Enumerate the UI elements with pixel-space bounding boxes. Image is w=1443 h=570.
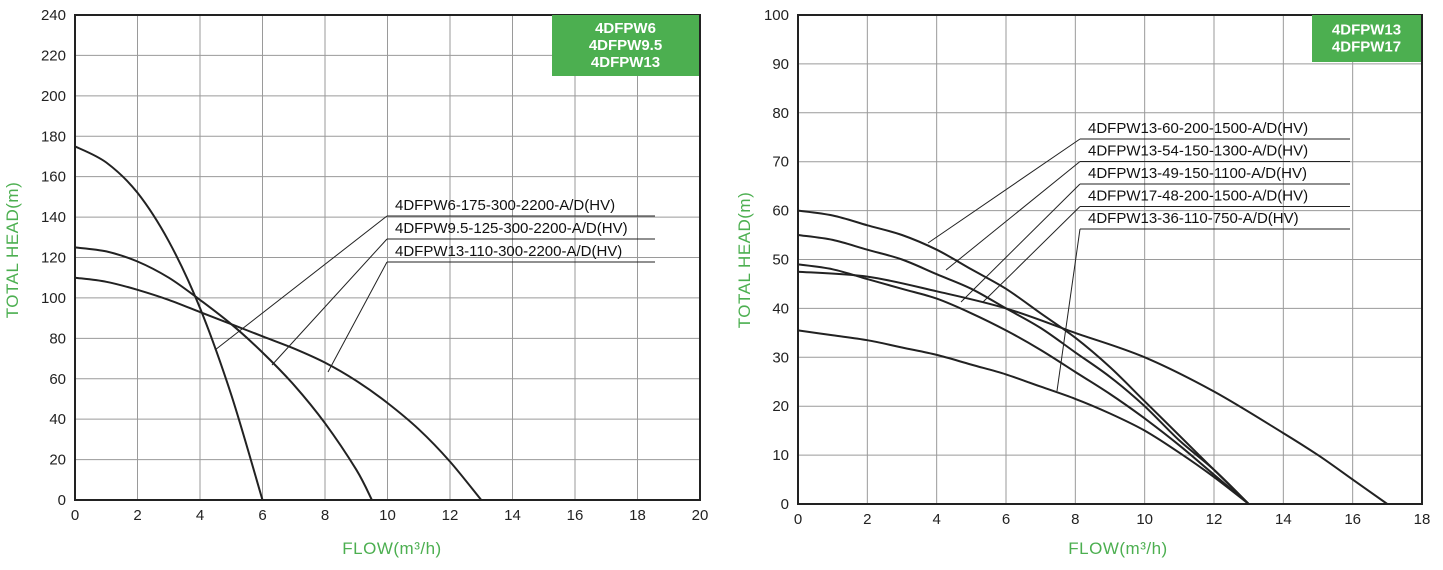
y-tick-label: 40 (49, 411, 66, 428)
y-tick-label: 200 (41, 88, 66, 105)
chart-right: 0 2 4 6 8 10 12 14 16 18 0 10 20 30 40 50 60 70 80 90 100 FLO… (735, 7, 1430, 558)
x-tick-label: 10 (1136, 511, 1153, 528)
x-tick-label: 2 (133, 507, 141, 524)
y-tick-label: 180 (41, 128, 66, 145)
leader-line (982, 206, 1081, 303)
leader-line (327, 261, 388, 373)
y-tick-label: 20 (772, 398, 789, 415)
x-tick-label: 12 (1206, 511, 1223, 528)
x-axis-title: FLOW(m³/h) (1068, 539, 1167, 558)
y-tick-label: 100 (764, 7, 789, 24)
series-line (797, 329, 1250, 505)
leader-line (214, 215, 388, 351)
x-axis-title: FLOW(m³/h) (342, 539, 441, 558)
series-line (797, 209, 1250, 505)
leader-line (945, 161, 1081, 271)
series-label: 4DFPW9.5-125-300-2200-A/D(HV) (395, 220, 628, 237)
series-line (797, 270, 1388, 505)
x-tick-label: 18 (1414, 511, 1431, 528)
y-tick-label: 70 (772, 154, 789, 171)
y-tick-label: 0 (781, 496, 789, 513)
y-tick-label: 10 (772, 447, 789, 464)
y-tick-label: 100 (41, 290, 66, 307)
y-tick-label: 60 (49, 371, 66, 388)
x-tick-label: 16 (1344, 511, 1361, 528)
series-label: 4DFPW6-175-300-2200-A/D(HV) (395, 197, 615, 214)
y-axis-title: TOTAL HEAD(m) (3, 182, 22, 319)
y-tick-label: 30 (772, 349, 789, 366)
y-tick-label: 240 (41, 7, 66, 24)
badge-label: 4DFPW17 (1332, 39, 1401, 56)
y-tick-label: 140 (41, 209, 66, 226)
series-label: 4DFPW13-54-150-1300-A/D(HV) (1088, 143, 1308, 160)
x-tick-label: 14 (504, 507, 521, 524)
x-tick-label: 8 (321, 507, 329, 524)
series-line (74, 276, 483, 501)
x-tick-label: 18 (629, 507, 646, 524)
badge-label: 4DFPW13 (1332, 22, 1401, 39)
x-tick-label: 12 (442, 507, 459, 524)
badge-label: 4DFPW6 (595, 20, 656, 37)
x-tick-label: 14 (1275, 511, 1292, 528)
y-tick-label: 60 (772, 203, 789, 220)
y-tick-label: 80 (49, 330, 66, 347)
y-tick-label: 90 (772, 56, 789, 73)
plot-frame (797, 14, 1423, 505)
x-tick-label: 4 (196, 507, 204, 524)
x-tick-label: 6 (258, 507, 266, 524)
y-tick-label: 40 (772, 300, 789, 317)
series-label: 4DFPW17-48-200-1500-A/D(HV) (1088, 188, 1308, 205)
x-tick-label: 6 (1002, 511, 1010, 528)
series-line (74, 145, 264, 501)
y-axis-title: TOTAL HEAD(m) (735, 192, 754, 329)
y-tick-label: 80 (772, 105, 789, 122)
series-line (797, 263, 1250, 505)
x-tick-label: 10 (379, 507, 396, 524)
y-tick-label: 160 (41, 169, 66, 186)
chart-left: 0 2 4 6 8 10 12 14 16 18 2002040608010012014016018… (3, 7, 708, 558)
y-tick-label: 220 (41, 47, 66, 64)
leader-line (1056, 228, 1081, 392)
leader-line (927, 138, 1081, 244)
y-tick-label: 0 (58, 492, 66, 509)
leader-line (960, 183, 1081, 303)
series-label: 4DFPW13-60-200-1500-A/D(HV) (1088, 120, 1308, 137)
series-label: 4DFPW13-49-150-1100-A/D(HV) (1088, 165, 1307, 182)
x-tick-label: 0 (71, 507, 79, 524)
badge-label: 4DFPW13 (591, 54, 660, 71)
x-tick-label: 4 (932, 511, 940, 528)
series-label: 4DFPW13-110-300-2200-A/D(HV) (395, 243, 622, 260)
model-badge (552, 15, 699, 76)
y-tick-label: 20 (49, 452, 66, 469)
model-badge (1312, 15, 1421, 62)
y-tick-label: 50 (772, 252, 789, 269)
y-tick-label: 120 (41, 250, 66, 267)
badge-label: 4DFPW9.5 (589, 37, 662, 54)
x-tick-label: 2 (863, 511, 871, 528)
plot-frame (74, 14, 701, 501)
x-tick-label: 20 (692, 507, 709, 524)
x-tick-label: 16 (567, 507, 584, 524)
x-tick-label: 8 (1071, 511, 1079, 528)
series-line (797, 234, 1250, 505)
x-tick-label: 0 (794, 511, 802, 528)
leader-line (271, 238, 388, 366)
series-label: 4DFPW13-36-110-750-A/D(HV) (1088, 210, 1299, 227)
